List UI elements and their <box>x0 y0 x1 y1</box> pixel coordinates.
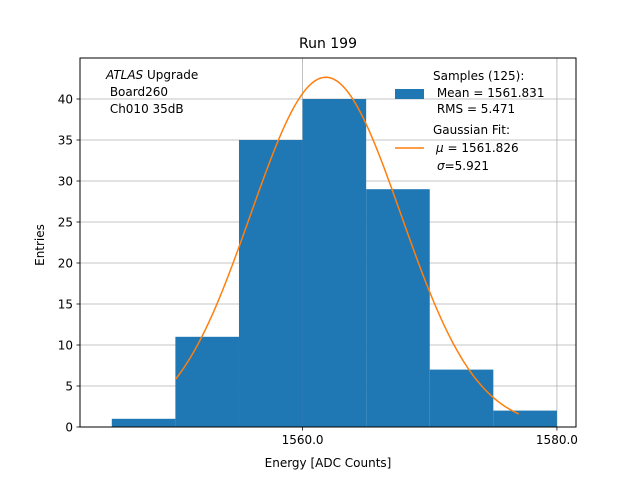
legend-mu-symbol: μ <box>435 141 444 155</box>
legend-hist-line-3: RMS = 5.471 <box>433 102 515 116</box>
legend-sigma-symbol: σ <box>437 159 445 173</box>
y-tick-label: 40 <box>58 93 73 107</box>
histogram-bar <box>238 140 303 427</box>
annotation-upgrade: Upgrade <box>143 68 198 82</box>
legend-sigma-value: =5.921 <box>445 159 489 173</box>
y-tick-label: 5 <box>65 380 73 394</box>
plot-frame <box>79 57 577 428</box>
y-tick-label: 30 <box>58 175 73 189</box>
histogram-bar <box>429 369 494 427</box>
legend-hist-line-2: Mean = 1561.831 <box>433 86 544 100</box>
y-tick-label: 0 <box>65 421 73 435</box>
fit-layer <box>174 76 520 415</box>
y-tick-label: 20 <box>58 257 73 271</box>
legend-hist-swatch <box>395 89 424 99</box>
annotation-text: ATLAS Upgrade Board260 Ch010 35dB <box>105 68 198 116</box>
histogram-bar <box>366 189 430 427</box>
gaussian-fit-line <box>174 76 520 415</box>
histogram-bar <box>493 410 557 427</box>
legend-fit-line-3: σ=5.921 <box>437 159 489 173</box>
x-tick-label: 1580.0 <box>536 433 578 447</box>
x-tick-label: 1560.0 <box>282 433 324 447</box>
annotation-experiment: ATLAS <box>105 68 144 82</box>
histogram-bars <box>111 99 557 427</box>
annotation-line-2: Board260 <box>106 85 168 99</box>
legend-mu-value: = 1561.826 <box>444 141 519 155</box>
annotation-line-1: ATLAS Upgrade <box>105 68 198 82</box>
y-tick-label: 10 <box>58 339 73 353</box>
annotation-line-3: Ch010 35dB <box>106 102 184 116</box>
legend: Samples (125): Mean = 1561.831 RMS = 5.4… <box>395 69 544 173</box>
x-axis-label: Energy [ADC Counts] <box>265 456 392 470</box>
y-tick-label: 25 <box>58 216 73 230</box>
histogram-bar <box>302 99 367 427</box>
legend-fit-line-2: μ = 1561.826 <box>435 141 519 155</box>
y-tick-label: 35 <box>58 134 73 148</box>
histogram-bar <box>175 336 239 427</box>
legend-hist-line-1: Samples (125): <box>433 69 524 83</box>
chart-title: Run 199 <box>299 36 357 52</box>
legend-fit-line-1: Gaussian Fit: <box>433 123 510 137</box>
histogram-bar <box>111 418 176 427</box>
y-tick-label: 15 <box>58 298 73 312</box>
y-ticks: 0 5 10 15 20 25 30 35 40 <box>58 93 80 435</box>
x-ticks: 1560.0 1580.0 <box>282 427 578 447</box>
y-axis-label: Entries <box>33 224 47 266</box>
